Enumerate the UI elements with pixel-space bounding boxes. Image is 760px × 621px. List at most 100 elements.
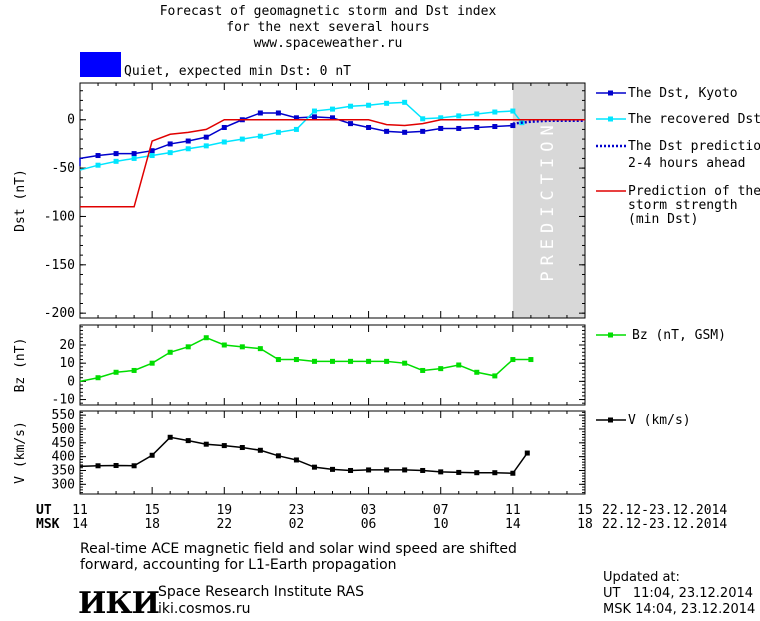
data-point xyxy=(203,335,209,341)
data-point xyxy=(311,108,317,114)
data-point xyxy=(348,121,354,127)
data-point xyxy=(474,111,480,117)
x-tick-label-ut: 11 xyxy=(72,503,88,518)
data-point xyxy=(384,100,390,106)
data-point xyxy=(474,470,480,476)
data-point xyxy=(438,115,444,121)
data-point xyxy=(366,358,372,364)
x-tick-label-msk: 10 xyxy=(433,517,449,532)
legend-strength-3: (min Dst) xyxy=(628,212,699,227)
prediction-label: PREDICTION xyxy=(538,119,558,281)
institute-name: Space Research Institute RAS xyxy=(158,584,364,600)
institute-website[interactable]: iki.cosmos.ru xyxy=(158,601,251,617)
data-point xyxy=(330,358,335,364)
source-url: www.spaceweather.ru xyxy=(253,36,403,51)
data-point xyxy=(420,367,426,373)
y-tick-label: 400 xyxy=(52,450,75,465)
data-point xyxy=(384,467,390,473)
data-point xyxy=(131,463,137,469)
data-point xyxy=(149,153,155,159)
y-tick-label: 350 xyxy=(52,463,75,478)
y-tick-label: 0 xyxy=(67,113,75,128)
data-point xyxy=(257,447,263,453)
data-point xyxy=(113,151,119,157)
y-axis-label: Bz (nT) xyxy=(13,338,28,393)
x-tick-label-ut: 15 xyxy=(577,503,593,518)
y-tick-label: 300 xyxy=(52,477,75,492)
data-point xyxy=(311,114,317,120)
data-point xyxy=(167,349,173,355)
y-tick-label: -200 xyxy=(44,306,75,321)
data-point xyxy=(384,128,390,134)
data-point xyxy=(492,470,498,476)
data-point xyxy=(185,146,191,152)
chart-title: Forecast of geomagnetic storm and Dst in… xyxy=(159,4,497,19)
data-point xyxy=(510,108,516,114)
footer-note-line1: Real-time ACE magnetic field and solar w… xyxy=(80,541,517,557)
data-point xyxy=(524,450,530,456)
x-tick-label-ut: 03 xyxy=(361,503,377,518)
x-tick-label-msk: 18 xyxy=(144,517,160,532)
data-point xyxy=(275,453,281,459)
x-tick-label-ut: 23 xyxy=(289,503,305,518)
y-tick-label: 0 xyxy=(67,374,75,389)
panel-frame xyxy=(79,324,586,406)
data-point xyxy=(330,106,335,112)
legend-strength-1: Prediction of the xyxy=(628,184,760,199)
data-point xyxy=(221,139,227,145)
data-point xyxy=(293,457,299,463)
data-point xyxy=(131,151,137,157)
legend-dst-kyoto-marker-marker xyxy=(608,90,613,96)
status-text: Quiet, expected min Dst: 0 nT xyxy=(124,64,351,79)
data-point xyxy=(293,126,299,132)
x-tick-label-ut: 07 xyxy=(433,503,449,518)
msk-label: MSK xyxy=(36,517,60,532)
data-point xyxy=(275,357,281,363)
data-point xyxy=(474,369,480,375)
data-point xyxy=(402,467,408,473)
y-tick-label: -50 xyxy=(52,161,75,176)
series-line xyxy=(79,336,531,383)
data-point xyxy=(420,467,426,473)
y-tick-label: 550 xyxy=(52,408,75,423)
data-point xyxy=(95,153,101,159)
data-point xyxy=(438,366,444,372)
footer-note-line2: forward, accounting for L1-Earth propaga… xyxy=(80,557,397,573)
data-point xyxy=(131,367,137,373)
updated-label: Updated at: xyxy=(603,570,680,585)
data-point xyxy=(348,358,354,364)
data-point xyxy=(402,99,408,105)
data-point xyxy=(203,134,209,140)
data-point xyxy=(420,128,426,134)
legend-bz: Bz (nT, GSM) xyxy=(632,328,726,343)
data-point xyxy=(95,463,101,469)
data-point xyxy=(456,125,462,131)
data-point xyxy=(330,466,335,472)
data-point xyxy=(95,375,101,381)
data-point xyxy=(149,360,155,366)
data-point xyxy=(492,109,498,115)
legend-bz-marker-marker xyxy=(608,332,613,338)
x-tick-label-msk: 06 xyxy=(361,517,377,532)
x-tick-label-ut: 11 xyxy=(505,503,521,518)
data-point xyxy=(366,102,372,108)
x-tick-label-msk: 22 xyxy=(216,517,232,532)
data-point xyxy=(275,129,281,135)
data-point xyxy=(311,358,317,364)
data-point xyxy=(221,443,227,449)
data-point xyxy=(456,113,462,119)
data-point xyxy=(510,123,516,129)
x-tick-label-msk: 14 xyxy=(505,517,521,532)
data-point xyxy=(456,469,462,475)
data-point xyxy=(366,467,372,473)
y-tick-label: -100 xyxy=(44,209,75,224)
iki-logo: ИКИ xyxy=(78,586,160,621)
y-axis-label: V (km/s) xyxy=(13,421,28,484)
y-tick-label: -10 xyxy=(52,393,75,408)
data-point xyxy=(311,464,317,470)
series-line xyxy=(79,112,513,167)
data-point xyxy=(113,463,119,469)
data-point xyxy=(203,441,209,447)
legend-dst-prediction-1: The Dst prediction xyxy=(628,139,760,154)
